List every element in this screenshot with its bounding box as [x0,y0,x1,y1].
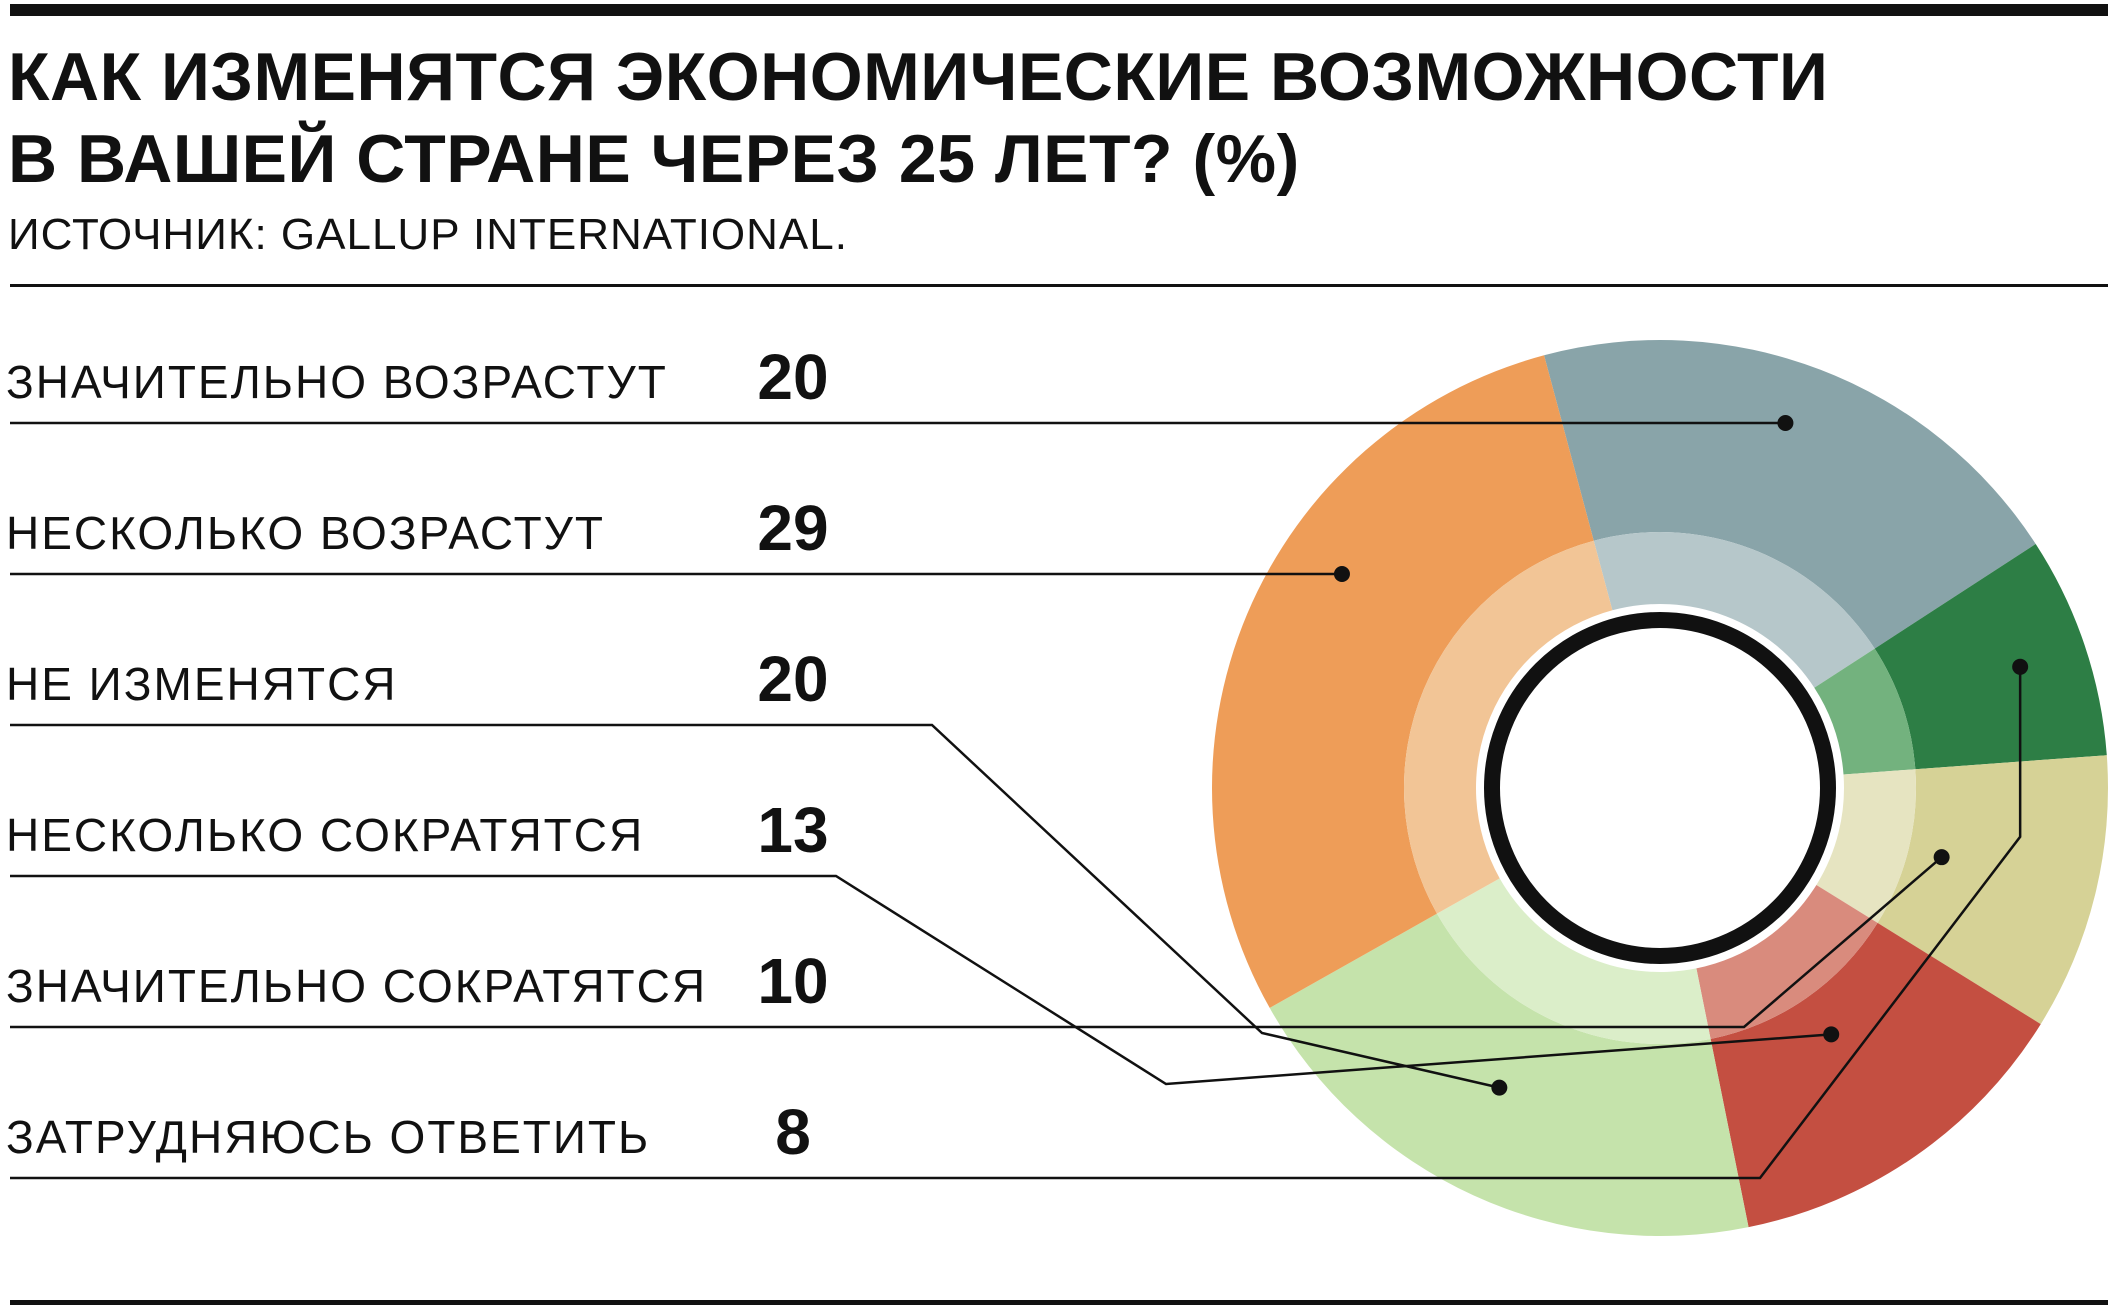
title-line-1: КАК ИЗМЕНЯТСЯ ЭКОНОМИЧЕСКИЕ ВОЗМОЖНОСТИ [8,39,1829,115]
leader-dot-4 [1933,849,1950,866]
leader-dot-0 [1777,415,1794,431]
value-5: 8 [775,1096,811,1168]
source-note: ИСТОЧНИК: GALLUP INTERNATIONAL. [8,210,848,259]
slice-inner-5 [1814,648,1916,775]
leader-dot-2 [1491,1079,1508,1096]
label-4: ЗНАЧИТЕЛЬНО СОКРАТЯТСЯ [6,960,708,1012]
slice-3 [1710,922,2041,1228]
leader-line-5 [10,666,2022,1180]
slice-2 [1269,913,1749,1236]
label-2: НЕ ИЗМЕНЯТСЯ [6,658,398,710]
slice-inner-2 [1436,878,1711,1044]
value-0: 20 [757,341,829,413]
leader-line-3 [10,874,1832,1086]
header-divider [10,284,2108,287]
slice-5 [1874,544,2107,770]
slice-4 [1877,755,2108,1025]
value-3: 13 [757,794,829,866]
slice-0 [1544,339,2036,649]
slice-1 [1212,355,1594,1008]
slice-inner-1 [1403,540,1613,914]
slice-inner-3 [1696,884,1878,1039]
label-3: НЕСКОЛЬКО СОКРАТЯТСЯ [6,809,645,861]
leader-dot-5 [2012,658,2029,675]
value-4: 10 [757,945,829,1017]
value-1: 29 [757,492,829,564]
label-5: ЗАТРУДНЯЮСЬ ОТВЕТИТЬ [6,1111,651,1163]
leader-dot-1 [1333,566,1350,582]
value-2: 20 [757,643,829,715]
leader-line-2 [10,723,1500,1089]
title-line-2: В ВАШЕЙ СТРАНЕ ЧЕРЕЗ 25 ЛЕТ? (%) [8,121,1300,197]
chart-title: КАК ИЗМЕНЯТСЯ ЭКОНОМИЧЕСКИЕ ВОЗМОЖНОСТИ … [8,36,2008,200]
bottom-rule [10,1300,2108,1305]
leader-dot-3 [1823,1026,1840,1043]
donut-center-ring [1484,612,1836,964]
label-0: ЗНАЧИТЕЛЬНО ВОЗРАСТУТ [6,356,668,408]
top-rule [10,4,2108,16]
label-1: НЕСКОЛЬКО ВОЗРАСТУТ [6,507,605,559]
leader-line-4 [10,856,1943,1029]
slice-inner-0 [1593,531,1875,688]
slice-inner-4 [1816,769,1916,923]
